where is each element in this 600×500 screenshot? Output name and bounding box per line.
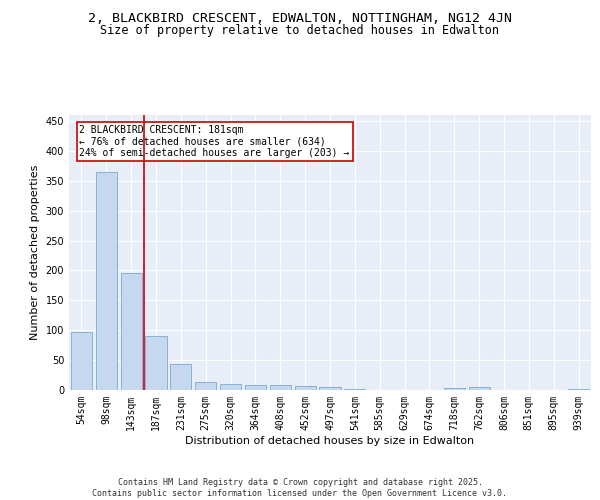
Text: Size of property relative to detached houses in Edwalton: Size of property relative to detached ho… <box>101 24 499 37</box>
Text: Contains HM Land Registry data © Crown copyright and database right 2025.
Contai: Contains HM Land Registry data © Crown c… <box>92 478 508 498</box>
Bar <box>195 382 216 390</box>
Bar <box>444 388 465 390</box>
Bar <box>568 389 589 390</box>
Bar <box>270 385 291 390</box>
Bar <box>469 387 490 390</box>
Text: 2, BLACKBIRD CRESCENT, EDWALTON, NOTTINGHAM, NG12 4JN: 2, BLACKBIRD CRESCENT, EDWALTON, NOTTING… <box>88 12 512 26</box>
Y-axis label: Number of detached properties: Number of detached properties <box>30 165 40 340</box>
Bar <box>121 274 142 390</box>
Bar <box>220 384 241 390</box>
Bar <box>245 384 266 390</box>
Text: 2 BLACKBIRD CRESCENT: 181sqm
← 76% of detached houses are smaller (634)
24% of s: 2 BLACKBIRD CRESCENT: 181sqm ← 76% of de… <box>79 124 350 158</box>
Bar <box>96 172 117 390</box>
Bar <box>295 386 316 390</box>
Bar <box>145 336 167 390</box>
Bar <box>170 364 191 390</box>
Bar <box>71 332 92 390</box>
X-axis label: Distribution of detached houses by size in Edwalton: Distribution of detached houses by size … <box>185 436 475 446</box>
Bar <box>319 387 341 390</box>
